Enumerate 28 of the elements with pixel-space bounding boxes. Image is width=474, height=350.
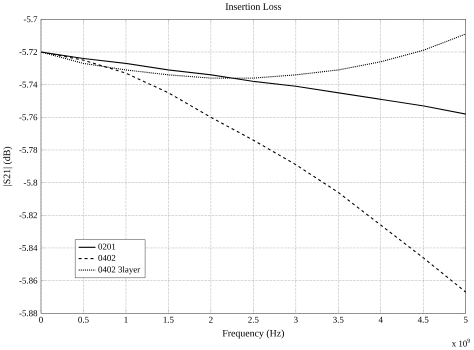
y-tick-label: -5.72 — [19, 49, 38, 56]
x-tick-label: 0 — [39, 316, 43, 323]
x-tick-label: 1.5 — [164, 316, 174, 323]
x-tick-label: 2.5 — [248, 316, 259, 323]
y-tick-label: -5.86 — [19, 278, 38, 284]
x-tick-label: 2 — [209, 316, 213, 323]
x-axis-title: Frequency (Hz) — [222, 330, 284, 339]
x-tick-label: 5 — [464, 316, 468, 323]
y-tick-label: -5.88 — [19, 310, 38, 316]
y-tick-label: -5.84 — [19, 245, 38, 252]
x-tick-label: 3 — [294, 316, 298, 323]
x-tick-label: 0.5 — [78, 316, 89, 323]
legend-label: 0402 3layer — [98, 266, 140, 274]
y-axis-title: |S21| (dB) — [3, 146, 12, 186]
x-tick-label: 4.5 — [418, 316, 428, 323]
y-tick-label: -5.76 — [19, 114, 38, 120]
y-tick-label: -5.78 — [19, 147, 38, 154]
legend-label: 0201 — [98, 244, 116, 250]
chart-title: Insertion Loss — [226, 3, 282, 10]
y-tick-label: -5.7 — [24, 16, 38, 22]
y-tick-label: -5.74 — [19, 82, 38, 88]
x-tick-label: 4 — [378, 316, 383, 323]
legend-label: 0402 — [98, 254, 116, 261]
text: x 10$^{9}$ — [452, 338, 470, 347]
y-tick-label: -5.82 — [19, 212, 38, 218]
x-tick-label: 1 — [124, 316, 128, 323]
y-tick-label: -5.8 — [24, 180, 38, 186]
x-tick-label: 3.5 — [333, 316, 344, 323]
